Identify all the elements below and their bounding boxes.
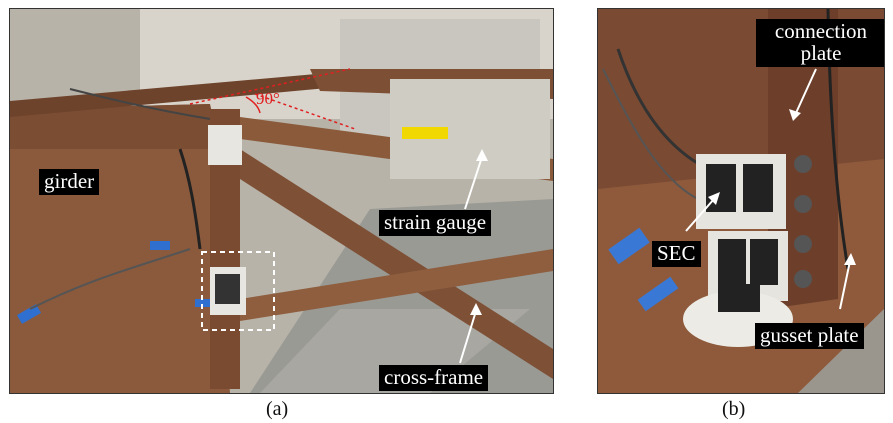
gusset-plate-label: gusset plate [755, 323, 864, 350]
highlight-box [201, 251, 275, 331]
connection-plate-label: connection plate [756, 19, 884, 68]
photo-panel-a: girder 90° strain gauge cross-frame [9, 8, 554, 394]
girder-label: girder [39, 169, 100, 196]
caption-b: (b) [722, 398, 746, 420]
sec-label: SEC [652, 241, 701, 268]
cross-frame-label: cross-frame [379, 365, 489, 392]
caption-a: (a) [266, 398, 289, 420]
angle-label: 90° [256, 89, 280, 108]
strain-gauge-label: strain gauge [379, 210, 492, 237]
photo-panel-b: connection plate SEC gusset plate [597, 8, 885, 394]
lab-setup-scene [10, 9, 553, 393]
